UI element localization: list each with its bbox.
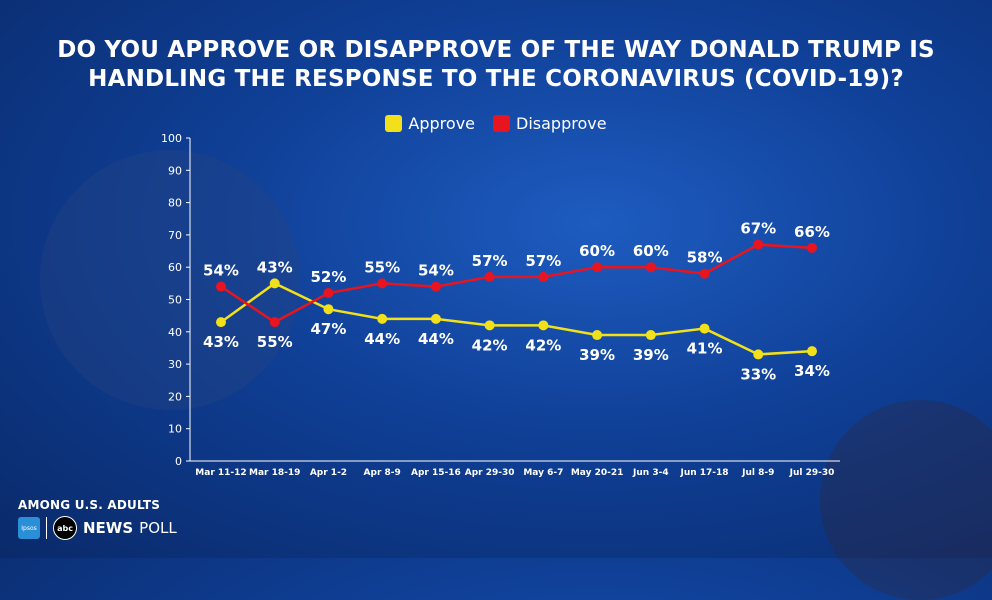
y-tick-label: 50: [168, 294, 182, 307]
data-point-approve: [484, 320, 495, 331]
ipsos-logo: Ipsos: [18, 517, 40, 539]
legend-item-disapprove: Disapprove: [493, 114, 607, 133]
data-label-upper: 55%: [364, 258, 400, 276]
data-label-lower: 55%: [257, 333, 293, 351]
data-label-lower: 47%: [311, 320, 347, 338]
x-tick-label: Mar 18-19: [249, 468, 300, 478]
chart-title: DO YOU APPROVE OR DISAPPROVE OF THE WAY …: [0, 36, 992, 94]
brand-logo: Ipsos abc NEWS POLL: [18, 516, 177, 540]
data-label-lower: 44%: [418, 330, 454, 348]
data-label-upper: 54%: [418, 262, 454, 280]
data-label-upper: 60%: [579, 242, 615, 260]
data-point-disapprove: [484, 271, 495, 282]
data-label-lower: 34%: [794, 362, 830, 380]
x-tick-label: May 6-7: [523, 468, 563, 478]
x-tick-label: Apr 8-9: [364, 468, 401, 478]
poll-label: POLL: [139, 519, 177, 537]
x-tick-label: Jun 3-4: [632, 468, 669, 478]
y-tick-label: 60: [168, 261, 182, 274]
data-label-upper: 43%: [257, 258, 293, 276]
x-tick-label: Apr 1-2: [310, 468, 347, 478]
legend: Approve Disapprove: [0, 114, 992, 133]
data-label-upper: 52%: [311, 268, 347, 286]
abc-logo: abc: [53, 516, 77, 540]
x-tick-label: Apr 15-16: [411, 468, 461, 478]
y-tick-label: 70: [168, 229, 182, 242]
data-point-disapprove: [216, 281, 226, 292]
line-chart: 0 10 20 30 40 50 60 70 80 90 100 Mar 11-12 Mar 18-19…: [161, 132, 835, 478]
data-point-approve: [323, 304, 334, 315]
data-point-approve: [753, 349, 764, 360]
series-line-disapprove: [220, 243, 813, 324]
data-label-lower: 44%: [364, 330, 400, 348]
data-point-approve: [592, 330, 603, 341]
data-point-disapprove: [430, 281, 441, 292]
data-point-disapprove: [807, 242, 817, 253]
data-point-disapprove: [269, 317, 280, 328]
background-virus-graphic: [40, 150, 300, 410]
data-point-approve: [699, 323, 710, 334]
data-label-upper: 58%: [687, 249, 723, 267]
y-tick-label: 20: [168, 390, 182, 403]
data-label-lower: 42%: [525, 336, 561, 354]
chart-title-line-1: DO YOU APPROVE OR DISAPPROVE OF THE WAY …: [57, 37, 935, 63]
legend-swatch-disapprove: [493, 115, 511, 132]
footer-note: AMONG U.S. ADULTS: [18, 498, 161, 512]
legend-label-approve: Approve: [408, 114, 476, 133]
data-label-lower: 33%: [740, 365, 776, 383]
x-tick-label: Apr 29-30: [465, 468, 515, 478]
news-label: NEWS: [83, 519, 134, 537]
data-label-upper: 54%: [203, 262, 239, 280]
y-tick-label: 10: [168, 423, 182, 436]
data-point-approve: [645, 330, 656, 341]
data-point-disapprove: [699, 268, 710, 279]
data-label-lower: 42%: [472, 336, 508, 354]
data-point-disapprove: [592, 262, 603, 273]
y-tick-label: 80: [168, 197, 182, 210]
data-label-lower: 39%: [633, 346, 669, 364]
data-point-approve: [807, 346, 817, 357]
y-tick-label: 0: [175, 455, 182, 468]
data-label-lower: 39%: [579, 346, 615, 364]
legend-item-approve: Approve: [385, 114, 475, 133]
data-point-disapprove: [645, 262, 656, 273]
y-tick-label: 90: [168, 164, 182, 177]
data-point-disapprove: [377, 278, 388, 289]
x-tick-label: Jun 17-18: [679, 468, 728, 478]
x-tick-label: Jul 29-30: [789, 468, 835, 478]
data-label-upper: 57%: [525, 252, 561, 270]
legend-swatch-approve: [385, 115, 403, 132]
data-label-upper: 57%: [472, 252, 508, 270]
y-tick-label: 30: [168, 358, 182, 371]
data-label-upper: 67%: [740, 220, 776, 238]
brand-divider: [46, 517, 47, 539]
y-tick-label: 40: [168, 326, 182, 339]
data-label-lower: 41%: [687, 340, 723, 358]
x-tick-label: May 20-21: [571, 468, 624, 478]
data-label-lower: 43%: [203, 333, 239, 351]
data-label-upper: 60%: [633, 242, 669, 260]
data-point-disapprove: [753, 239, 764, 250]
data-point-approve: [430, 313, 441, 324]
data-point-disapprove: [323, 288, 334, 299]
x-tick-label: Mar 11-12: [195, 468, 246, 478]
data-point-approve: [216, 317, 226, 328]
data-point-disapprove: [538, 271, 549, 282]
chart-title-line-2: HANDLING THE RESPONSE TO THE CORONAVIRUS…: [88, 66, 904, 92]
data-point-approve: [538, 320, 549, 331]
y-tick-label: 100: [161, 132, 182, 145]
legend-label-disapprove: Disapprove: [516, 114, 607, 133]
data-label-upper: 66%: [794, 223, 830, 241]
x-tick-label: Jul 8-9: [741, 468, 774, 478]
data-point-approve: [269, 278, 280, 289]
data-point-approve: [377, 313, 388, 324]
series-line-approve: [220, 281, 813, 356]
